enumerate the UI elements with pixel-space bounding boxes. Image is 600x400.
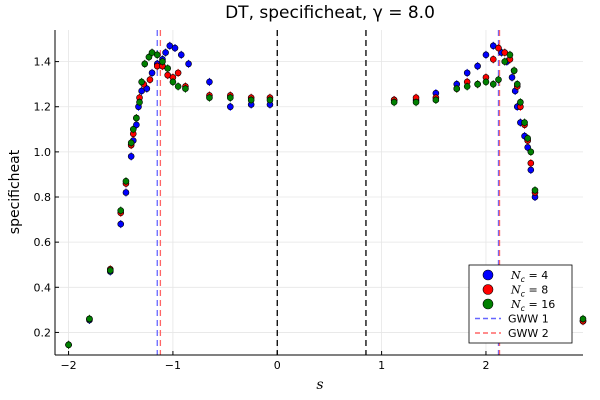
data-point-series-3: [412, 98, 420, 106]
data-point-series-3: [107, 267, 114, 274]
data-point-series-1: [482, 51, 490, 59]
data-point-series-1: [527, 166, 535, 174]
data-point-series-3: [122, 177, 130, 185]
data-point-series-1: [474, 62, 481, 70]
data-point-series-3: [432, 96, 440, 104]
y-axis-label: specificheat: [7, 149, 23, 234]
data-point-series-3: [164, 65, 171, 72]
legend-label: Nc = 4: [510, 269, 548, 284]
data-point-series-3: [182, 85, 189, 92]
data-point-series-1: [143, 85, 151, 92]
data-point-series-3: [159, 58, 166, 65]
data-point-series-3: [463, 83, 471, 90]
data-point-series-3: [129, 126, 137, 133]
data-point-series-3: [86, 315, 93, 323]
data-point-series-3: [513, 80, 521, 88]
data-point-series-3: [527, 148, 535, 156]
data-point-series-2: [174, 69, 182, 77]
x-tick-label: −2: [60, 359, 76, 372]
data-point-series-3: [390, 98, 398, 106]
data-point-series-3: [174, 83, 182, 90]
y-tick-label: 1.0: [34, 146, 52, 159]
data-point-series-3: [501, 58, 509, 65]
data-point-series-3: [227, 94, 234, 102]
data-point-series-3: [506, 51, 514, 59]
data-point-series-1: [148, 69, 156, 77]
chart-title: DT, specificheat, γ = 8.0: [225, 3, 435, 23]
data-point-series-2: [527, 159, 535, 167]
data-point-series-1: [162, 49, 169, 56]
data-point-series-3: [524, 135, 531, 142]
legend-label: GWW 1: [508, 313, 549, 326]
data-point-series-3: [169, 78, 177, 86]
data-point-series-1: [227, 103, 234, 111]
data-point-series-3: [517, 98, 524, 106]
data-point-series-1: [185, 60, 192, 68]
data-point-series-3: [133, 114, 140, 122]
data-point-series-2: [146, 76, 154, 83]
data-point-series-3: [482, 78, 490, 86]
data-point-series-2: [489, 56, 497, 63]
data-point-series-3: [495, 76, 502, 83]
data-points: [65, 41, 587, 349]
data-point-series-3: [138, 78, 145, 86]
y-tick-label: 1.4: [34, 56, 52, 69]
data-point-series-3: [266, 96, 274, 104]
data-point-series-1: [171, 44, 179, 52]
legend-label: GWW 2: [508, 327, 549, 340]
x-tick-label: −1: [165, 359, 181, 372]
data-point-series-1: [508, 74, 516, 81]
x-tick-label: 0: [274, 359, 281, 372]
data-point-series-1: [463, 69, 471, 77]
data-point-series-1: [206, 78, 213, 86]
y-tick-label: 1.2: [34, 101, 52, 114]
data-point-series-3: [141, 60, 149, 68]
data-point-series-3: [453, 85, 461, 92]
data-point-series-3: [531, 186, 539, 194]
legend-marker: [482, 269, 494, 281]
y-tick-label: 0.4: [34, 281, 52, 294]
tick-labels: −2 −1 0 1 2 0.2 0.4 0.6 0.8 1.0 1.2 1.4: [34, 56, 490, 372]
data-point-series-2: [495, 44, 502, 52]
data-point-series-3: [510, 67, 518, 74]
legend-marker: [482, 284, 494, 295]
y-tick-label: 0.6: [34, 236, 52, 249]
data-point-series-3: [579, 315, 587, 323]
data-point-series-3: [117, 207, 125, 214]
data-point-series-1: [127, 153, 135, 160]
data-point-series-3: [127, 139, 135, 147]
data-point-series-3: [153, 51, 161, 59]
data-point-series-3: [247, 96, 255, 104]
x-tick-label: 1: [378, 359, 385, 372]
data-point-series-1: [117, 220, 125, 228]
legend-label: Nc = 8: [510, 284, 548, 299]
data-point-series-3: [474, 80, 481, 88]
axes: [54, 30, 583, 356]
legend-label: Nc = 16: [510, 298, 555, 313]
y-tick-label: 0.2: [34, 326, 52, 339]
y-tick-label: 0.8: [34, 191, 52, 204]
data-point-series-3: [489, 80, 497, 88]
data-point-series-3: [136, 98, 143, 106]
data-point-series-3: [145, 53, 153, 61]
data-point-series-1: [122, 189, 130, 196]
x-tick-label: 2: [482, 359, 489, 372]
data-point-series-3: [521, 119, 528, 126]
data-point-series-1: [177, 51, 185, 59]
data-point-series-3: [65, 341, 72, 349]
data-point-series-3: [206, 94, 213, 102]
x-axis-label: s: [316, 377, 323, 393]
legend-marker: [482, 298, 494, 310]
